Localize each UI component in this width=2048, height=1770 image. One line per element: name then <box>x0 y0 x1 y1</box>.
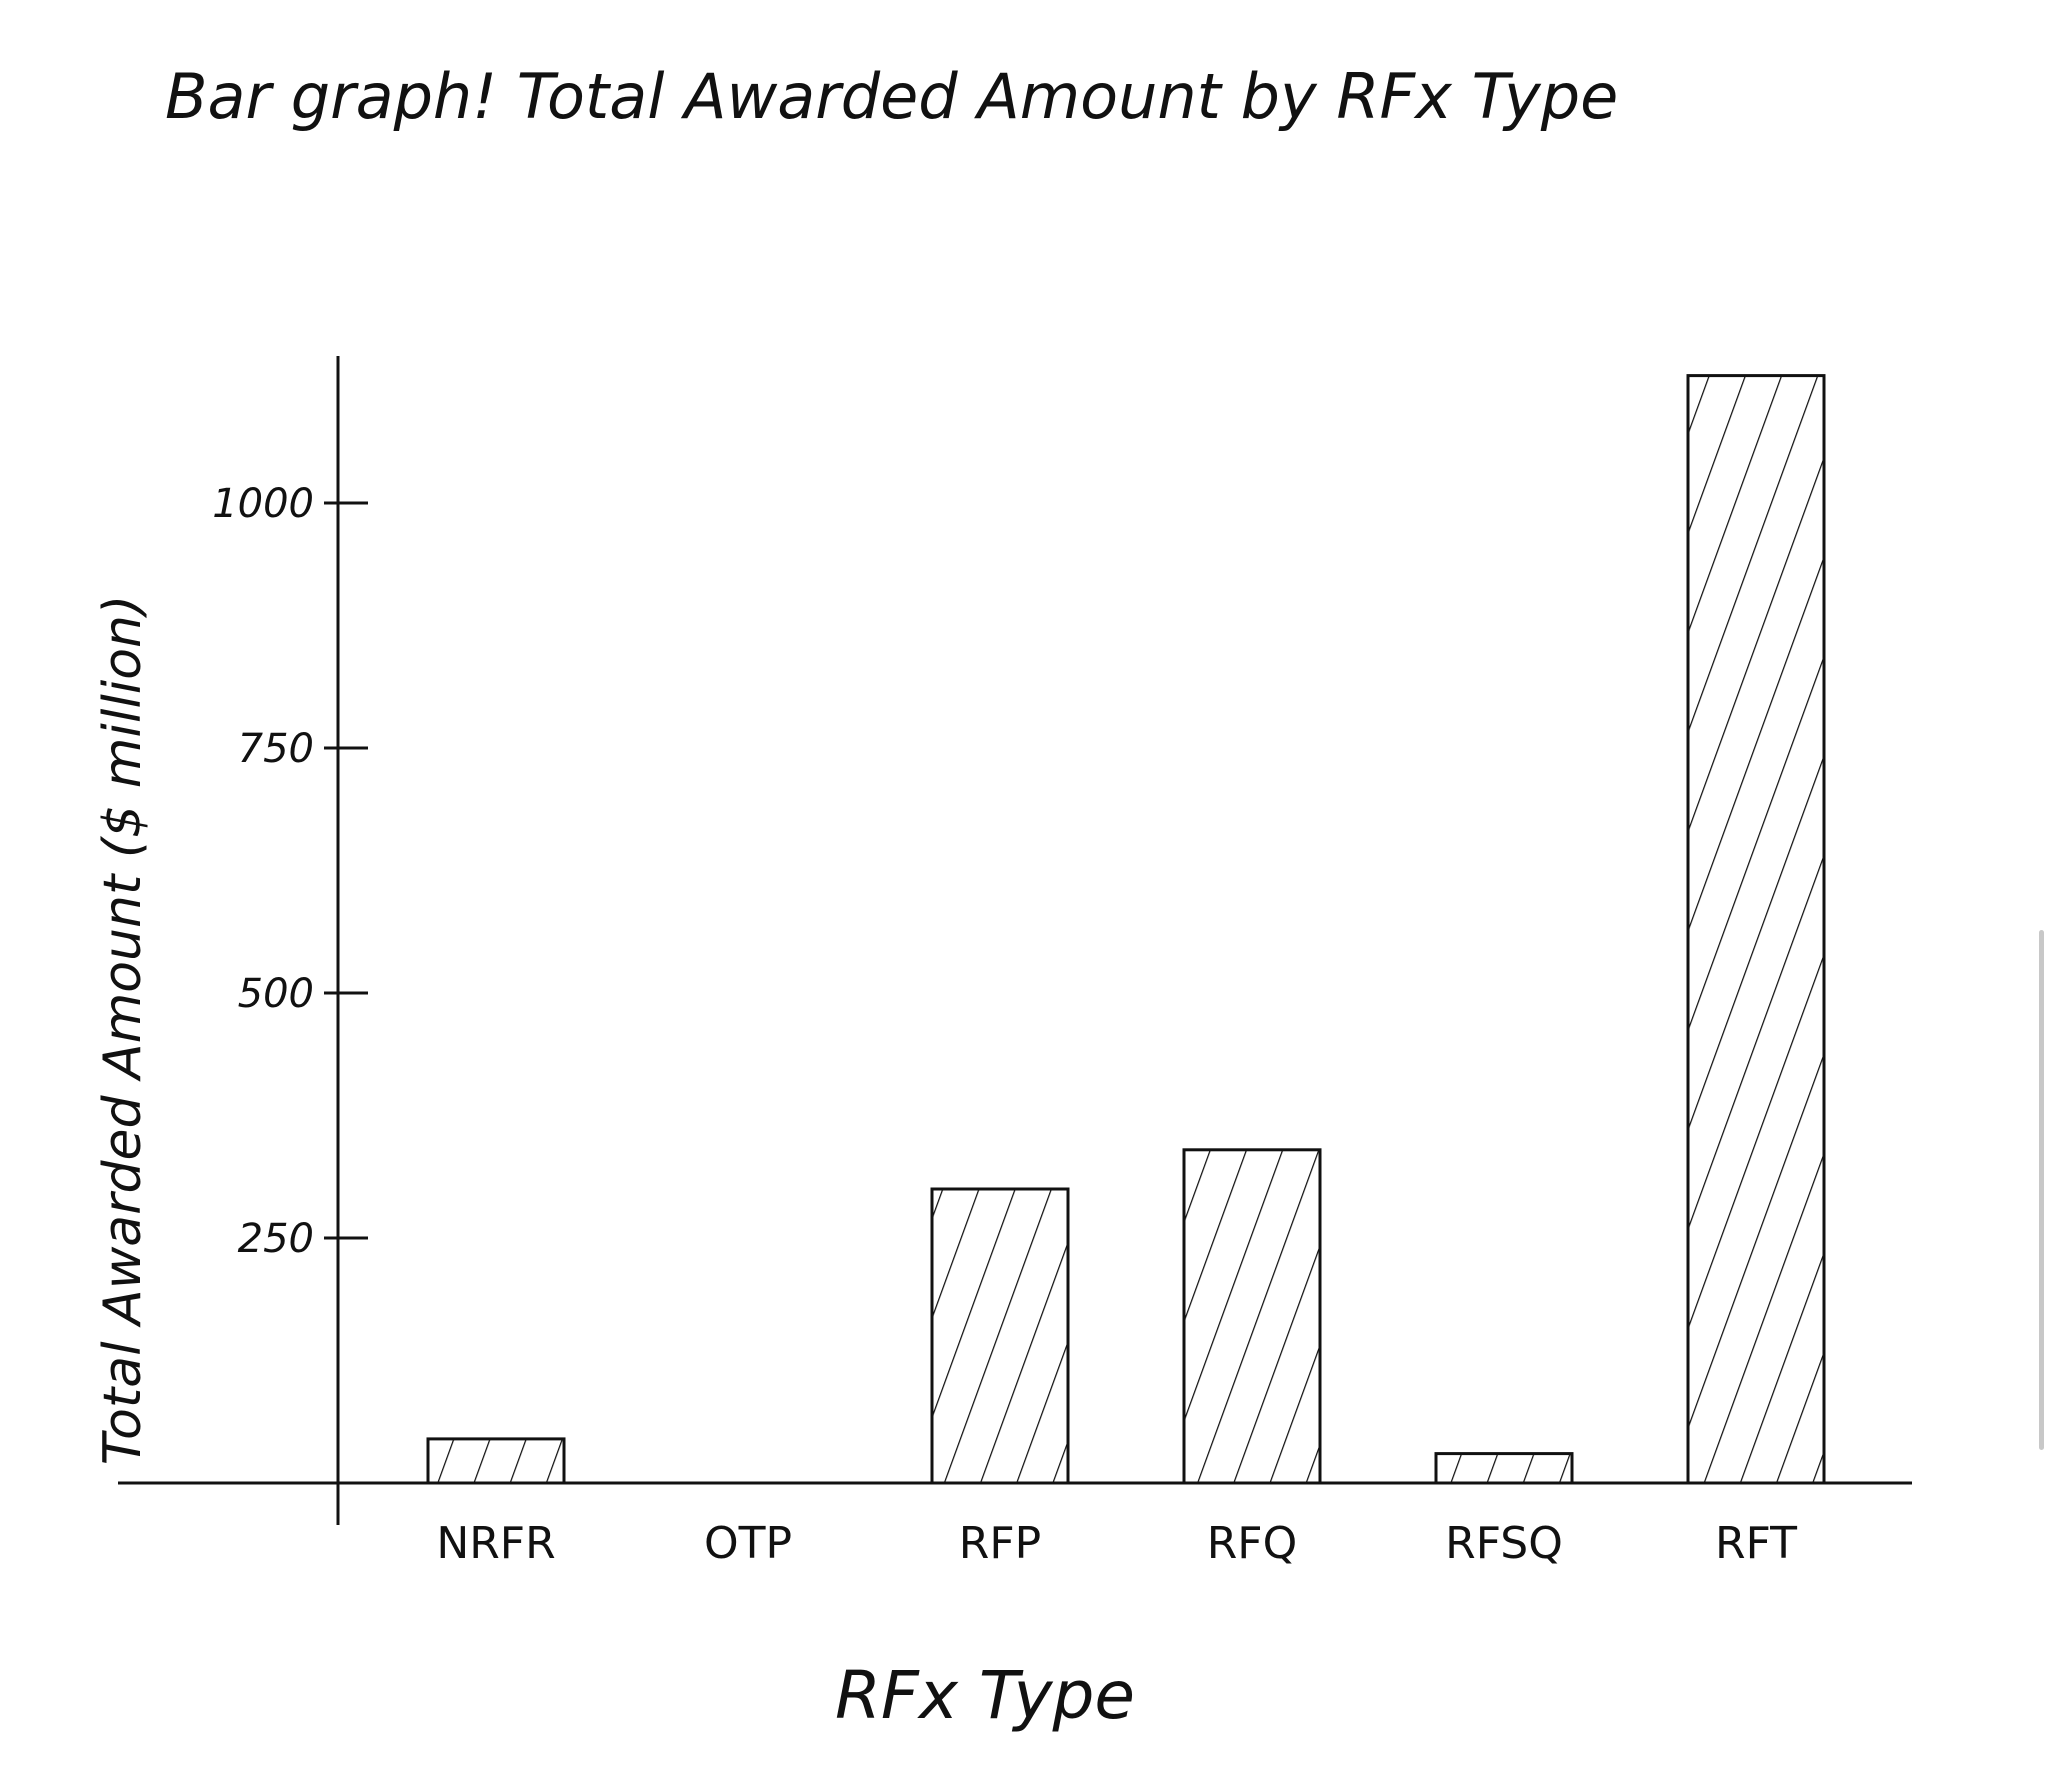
x-tick-label-rft: RFT <box>1715 1518 1797 1569</box>
x-tick-labels: NRFR OTP RFP RFQ RFSQ RFT <box>436 1518 1797 1569</box>
bar-rfp <box>930 1187 1070 1485</box>
y-axis-label: Total Awarded Amount ($ million) <box>93 595 153 1466</box>
y-tick-label: 750 <box>238 726 314 772</box>
vertical-scrollbar[interactable] <box>2039 930 2044 1450</box>
chart-title: Bar graph! Total Awarded Amount by RFx T… <box>165 60 1618 133</box>
x-tick-label-nrfr: NRFR <box>436 1518 555 1569</box>
x-tick-label-rfsq: RFSQ <box>1445 1518 1563 1569</box>
bar-nrfr <box>426 1437 566 1485</box>
y-ticks: 250 500 750 1000 <box>212 481 368 1262</box>
bar-rfsq <box>1434 1452 1574 1485</box>
x-tick-label-otp: OTP <box>704 1518 792 1569</box>
x-axis-label: RFx Type <box>835 1657 1135 1734</box>
bar-rft <box>1686 374 1826 1485</box>
bars <box>426 374 1826 1485</box>
y-tick-label: 500 <box>238 971 314 1017</box>
x-tick-label-rfp: RFP <box>959 1518 1041 1569</box>
bar-rfq <box>1182 1148 1322 1485</box>
x-tick-label-rfq: RFQ <box>1207 1518 1298 1569</box>
y-tick-label: 250 <box>238 1216 314 1262</box>
y-tick-label: 1000 <box>212 481 314 527</box>
